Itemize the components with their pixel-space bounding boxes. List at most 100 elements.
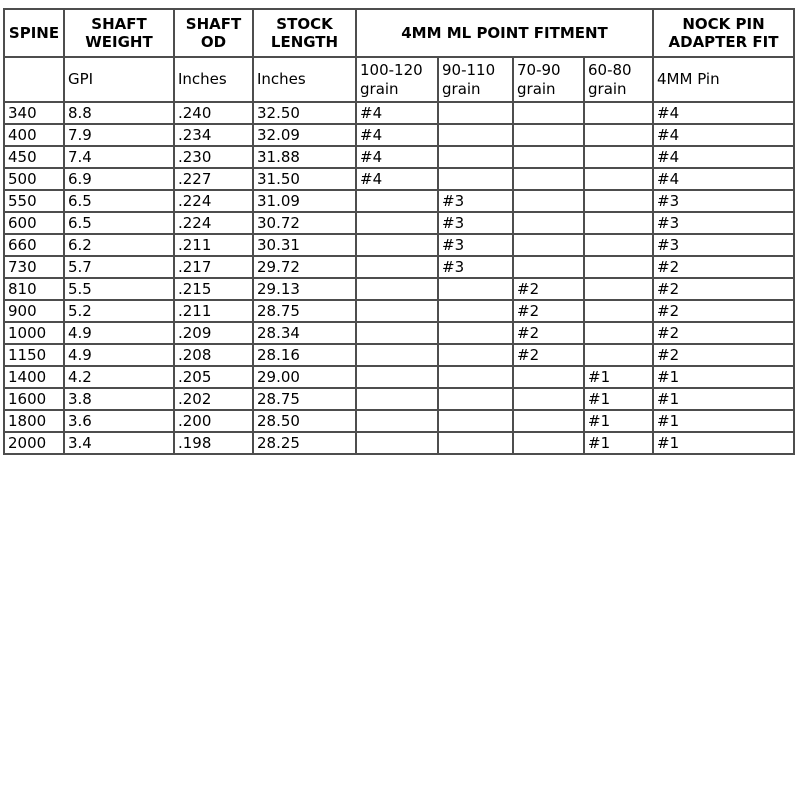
cell-60-80-grain <box>582 255 655 279</box>
cell-100-120-grain <box>355 431 439 455</box>
cell-inches: .217 <box>173 255 254 279</box>
table-row-spine-2000: 2000 3.4.198 28.25 #1 #1 <box>3 431 796 455</box>
column-group-nock-pin-adapter-fit: NOCK PIN ADAPTER FIT <box>652 8 796 58</box>
column-subheader-gpi: GPI <box>63 56 175 103</box>
table-row-spine-1000: 1000 4.9.209 28.34 #2 #2 <box>3 321 796 345</box>
cell-inches: .227 <box>173 167 254 191</box>
cell-90-110-grain: #3 <box>437 211 514 235</box>
cell-60-80-grain: #1 <box>582 409 655 433</box>
cell-inches: 32.09 <box>252 123 357 147</box>
cell-90-110-grain <box>437 167 514 191</box>
cell-70-90-grain <box>512 189 585 213</box>
cell-90-110-grain <box>437 145 514 169</box>
cell-spine: 450 <box>3 145 65 169</box>
cell-60-80-grain <box>582 321 655 345</box>
cell-100-120-grain <box>355 255 439 279</box>
column-subheader-90-110-grain: 90-110 grain <box>437 56 514 103</box>
column-group-4mm-ml-point-fitment: 4MM ML POINT FITMENT <box>354 8 655 58</box>
cell-spine: 1400 <box>3 365 65 389</box>
cell-spine: 1000 <box>3 321 65 345</box>
cell-inches: .205 <box>173 365 254 389</box>
cell-4mm-pin: #2 <box>652 299 796 323</box>
table-row-spine-1600: 1600 3.8.202 28.75 #1 #1 <box>3 387 796 411</box>
table-row-spine-810: 810 5.5.215 29.13 #2 #2 <box>3 277 796 301</box>
cell-inches: 31.50 <box>252 167 357 191</box>
cell-100-120-grain <box>355 299 439 323</box>
cell-70-90-grain <box>512 145 585 169</box>
cell-100-120-grain <box>355 321 439 345</box>
cell-gpi: 6.5 <box>63 211 175 235</box>
cell-gpi: 7.4 <box>63 145 175 169</box>
table-body: 340 8.8.240 32.50 #4 #4 400 7.9.234 32.09 #4 #4 45… <box>3 101 796 455</box>
cell-90-110-grain <box>437 321 514 345</box>
column-subheader-100-120-grain: 100-120 grain <box>355 56 439 103</box>
cell-100-120-grain <box>355 233 439 257</box>
cell-inches: .224 <box>173 211 254 235</box>
column-group-stock-length: STOCK LENGTH <box>252 8 357 58</box>
cell-100-120-grain <box>355 343 439 367</box>
cell-70-90-grain <box>512 409 585 433</box>
cell-inches: .209 <box>173 321 254 345</box>
cell-gpi: 7.9 <box>63 123 175 147</box>
cell-spine: 810 <box>3 277 65 301</box>
table-row-spine-730: 730 5.7.217 29.72 #3 #2 <box>3 255 796 279</box>
cell-gpi: 3.8 <box>63 387 175 411</box>
column-group-shaft-weight: SHAFT WEIGHT <box>63 8 175 58</box>
cell-70-90-grain: #2 <box>512 343 585 367</box>
table-row-spine-900: 900 5.2.211 28.75 #2 #2 <box>3 299 796 323</box>
cell-spine: 1600 <box>3 387 65 411</box>
cell-4mm-pin: #4 <box>652 123 796 147</box>
cell-100-120-grain: #4 <box>355 123 439 147</box>
header-group-row: SPINE SHAFT WEIGHT SHAFT OD STOCK LENGTH 4MM… <box>3 8 796 58</box>
cell-inches: 28.16 <box>252 343 357 367</box>
cell-gpi: 5.2 <box>63 299 175 323</box>
cell-gpi: 4.9 <box>63 343 175 367</box>
cell-60-80-grain: #1 <box>582 387 655 411</box>
cell-60-80-grain <box>582 277 655 301</box>
table-row-spine-340: 340 8.8.240 32.50 #4 #4 <box>3 101 796 125</box>
cell-60-80-grain: #1 <box>582 431 655 455</box>
cell-inches: 29.00 <box>252 365 357 389</box>
cell-inches: 28.34 <box>252 321 357 345</box>
cell-inches: .234 <box>173 123 254 147</box>
cell-90-110-grain <box>437 431 514 455</box>
table-row-spine-1800: 1800 3.6.200 28.50 #1 #1 <box>3 409 796 433</box>
cell-90-110-grain: #3 <box>437 233 514 257</box>
cell-4mm-pin: #1 <box>652 365 796 389</box>
column-subheader-60-80-grain: 60-80 grain <box>582 56 655 103</box>
table-row-spine-1400: 1400 4.2.205 29.00 #1 #1 <box>3 365 796 389</box>
cell-100-120-grain <box>355 409 439 433</box>
cell-4mm-pin: #3 <box>652 233 796 257</box>
cell-gpi: 3.4 <box>63 431 175 455</box>
cell-inches: 28.75 <box>252 387 357 411</box>
cell-90-110-grain: #3 <box>437 189 514 213</box>
cell-inches: 29.13 <box>252 277 357 301</box>
table-row-spine-1150: 1150 4.9.208 28.16 #2 #2 <box>3 343 796 367</box>
cell-spine: 400 <box>3 123 65 147</box>
cell-70-90-grain: #2 <box>512 299 585 323</box>
cell-90-110-grain <box>437 123 514 147</box>
cell-inches: 28.75 <box>252 299 357 323</box>
cell-4mm-pin: #2 <box>652 277 796 301</box>
cell-spine: 1150 <box>3 343 65 367</box>
cell-inches: 31.09 <box>252 189 357 213</box>
cell-gpi: 8.8 <box>63 101 175 125</box>
cell-gpi: 5.5 <box>63 277 175 301</box>
cell-90-110-grain <box>437 343 514 367</box>
cell-70-90-grain <box>512 365 585 389</box>
cell-4mm-pin: #3 <box>652 211 796 235</box>
cell-70-90-grain <box>512 387 585 411</box>
cell-60-80-grain <box>582 299 655 323</box>
column-subheader-blank <box>3 56 65 103</box>
cell-90-110-grain <box>437 299 514 323</box>
cell-inches: 30.31 <box>252 233 357 257</box>
column-group-spine: SPINE <box>3 8 65 58</box>
table-row-spine-550: 550 6.5.224 31.09 #3 #3 <box>3 189 796 213</box>
cell-inches: .200 <box>173 409 254 433</box>
cell-spine: 500 <box>3 167 65 191</box>
cell-70-90-grain <box>512 255 585 279</box>
cell-spine: 900 <box>3 299 65 323</box>
cell-60-80-grain <box>582 145 655 169</box>
column-subheader-inches: Inches <box>173 56 254 103</box>
